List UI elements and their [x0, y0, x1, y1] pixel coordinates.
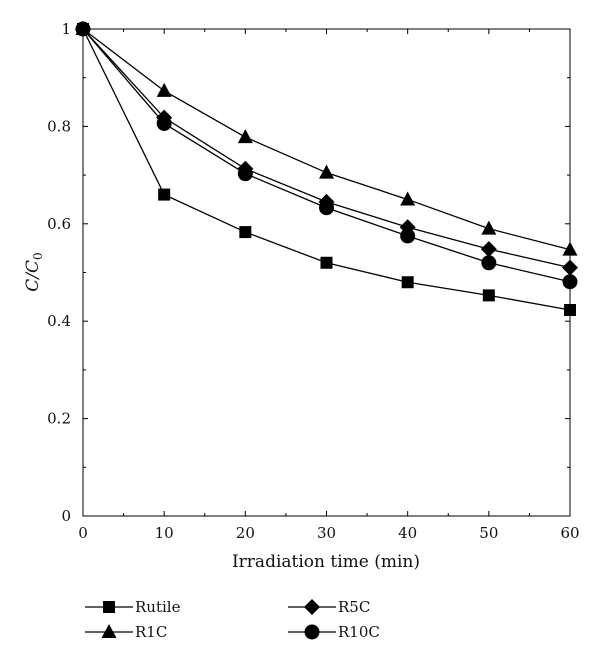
legend-label-r10c: R10C: [338, 623, 380, 641]
data-point-r10c: [481, 255, 497, 271]
data-point-r10c: [400, 228, 416, 244]
y-tick-label: 0.2: [47, 410, 71, 428]
data-point-rutile: [158, 188, 171, 201]
legend-item-rutile: Rutile: [85, 598, 181, 616]
legend: Rutile R1C R5C R10C: [85, 598, 380, 641]
data-point-r10c: [562, 274, 578, 290]
y-tick-label: 0.4: [47, 312, 71, 330]
data-point-r1c: [481, 220, 497, 235]
x-tick-label: 0: [78, 524, 88, 542]
x-tick-label: 20: [236, 524, 255, 542]
series-r5c: [75, 21, 578, 276]
legend-marker-r5c: [304, 599, 320, 615]
x-tick-label: 50: [479, 524, 498, 542]
x-tick-label: 60: [560, 524, 579, 542]
data-point-r5c: [562, 259, 578, 276]
data-point-r1c: [400, 191, 416, 206]
data-point-r10c: [319, 200, 334, 216]
data-point-rutile: [401, 276, 414, 289]
data-point-r1c: [156, 82, 172, 97]
legend-label-r1c: R1C: [135, 623, 167, 641]
axis-ticks: [82, 28, 571, 517]
series-line-r5c: [82, 28, 571, 269]
legend-item-r10c: R10C: [288, 623, 380, 641]
tick-labels: 0 10 20 30 40 50 60 0 0.2 0.4 0.6 0.8 1: [47, 20, 579, 542]
y-tick-label: 1: [61, 20, 71, 38]
plot-frame: [82, 28, 571, 517]
data-point-r1c: [562, 241, 578, 256]
x-axis-title: Irradiation time (min): [232, 552, 420, 572]
x-tick-label: 30: [317, 524, 336, 542]
legend-item-r5c: R5C: [288, 598, 370, 616]
data-point-rutile: [239, 226, 252, 239]
legend-marker-r1c: [101, 624, 117, 638]
data-point-r10c: [237, 166, 253, 182]
data-point-rutile: [482, 289, 495, 302]
y-axis-title-subscript: 0: [31, 252, 45, 260]
series-r1c: [75, 21, 578, 256]
data-point-r5c: [480, 241, 497, 258]
data-point-rutile: [320, 256, 333, 269]
data-point-r10c: [156, 115, 172, 131]
data-point-r1c: [319, 164, 334, 179]
y-tick-label: 0.6: [47, 215, 71, 233]
legend-marker-rutile: [103, 601, 115, 613]
legend-marker-r10c: [304, 624, 320, 640]
legend-label-rutile: Rutile: [135, 598, 181, 616]
x-tick-label: 40: [398, 524, 417, 542]
legend-label-r5c: R5C: [338, 598, 370, 616]
y-axis-title: C/C0: [23, 252, 45, 291]
data-point-rutile: [564, 303, 576, 316]
x-tick-label: 10: [155, 524, 174, 542]
y-tick-label: 0.8: [47, 117, 71, 135]
y-tick-label: 0: [61, 507, 71, 525]
series-line-r1c: [82, 28, 571, 251]
series-r10c: [75, 21, 578, 290]
data-point-r1c: [237, 129, 253, 144]
data-point-r10c: [75, 21, 91, 37]
series-line-r10c: [82, 28, 571, 283]
series-layer: [75, 21, 578, 316]
legend-item-r1c: R1C: [85, 623, 167, 641]
y-axis-title-main: C/C: [23, 260, 43, 292]
